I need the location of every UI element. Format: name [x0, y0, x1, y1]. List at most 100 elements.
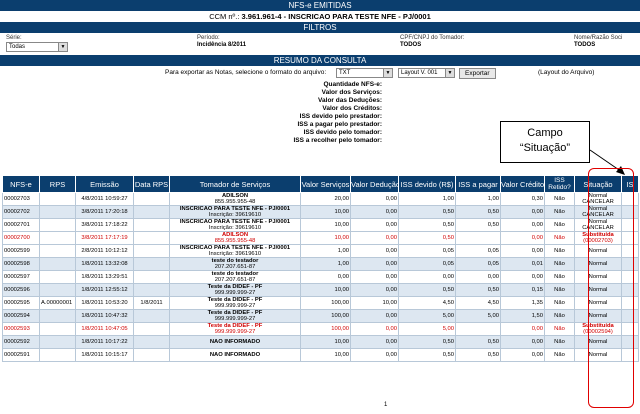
col-iss-pagar[interactable]: ISS a pagar: [455, 175, 501, 193]
col-iss-devido[interactable]: ISS devido (R$): [398, 175, 456, 193]
cell-tomador: Teste da DIDEF - PF 999.999.999-27: [169, 296, 301, 310]
cell-rps: [39, 270, 76, 284]
cell-iss-devido: 0,00: [398, 270, 456, 284]
summary-quantidade: Quantidade NFS-e:: [323, 81, 382, 88]
cancelar-link[interactable]: CANCELAR: [582, 212, 614, 218]
table-row[interactable]: 00002599 2/8/2011 10:12:12 INSCRICAO PARA …: [2, 244, 639, 258]
cancelar-link[interactable]: CANCELAR: [582, 199, 614, 205]
situacao-status: Normal: [588, 287, 608, 293]
cell-credito: 0,00: [500, 348, 545, 362]
situacao-status: Normal: [588, 206, 608, 213]
cell-rps: [39, 192, 76, 206]
table-row[interactable]: 00002591 1/8/2011 10:15:17 NAO INFORMADO 10…: [2, 348, 639, 362]
cell-is: [621, 309, 639, 323]
cell-valor: 10,00: [300, 231, 351, 245]
cancelar-link[interactable]: CANCELAR: [582, 225, 614, 231]
cell-nfse[interactable]: 00002593: [2, 322, 40, 336]
tomador-name: NAO INFORMADO: [209, 339, 261, 345]
cell-nfse[interactable]: 00002598: [2, 257, 40, 271]
table-row[interactable]: 00002598 1/8/2011 13:32:08 teste do testad…: [2, 257, 639, 271]
cpf-label: CPF/CNPJ do Tomador:: [400, 35, 465, 41]
cell-is: [621, 348, 639, 362]
periodo-label: Período:: [197, 35, 220, 41]
format-select[interactable]: TXT ▼: [336, 68, 393, 78]
situacao-status: Normal: [588, 300, 608, 306]
cell-nfse[interactable]: 00002599: [2, 244, 40, 258]
situacao-status: Normal: [588, 352, 608, 358]
cell-deducao: 0,00: [350, 192, 399, 206]
cell-nfse[interactable]: 00002702: [2, 205, 40, 219]
col-valor-credito[interactable]: Valor Crédito: [500, 175, 545, 193]
col-data-rps[interactable]: Data RPS: [133, 175, 170, 193]
table-row[interactable]: 00002594 1/8/2011 10:47:32 Teste da DIDEF …: [2, 309, 639, 323]
cell-emissao: 1/8/2011 10:17:22: [75, 335, 134, 349]
table-row[interactable]: 00002596 1/8/2011 12:55:12 Teste da DIDEF …: [2, 283, 639, 297]
col-tomador[interactable]: Tomador de Serviços: [169, 175, 301, 193]
chevron-down-icon: ▼: [58, 43, 67, 51]
table-row[interactable]: 00002593 1/8/2011 10:47:05 Teste da DIDEF …: [2, 322, 639, 336]
layout-select[interactable]: Layout V. 001 ▼: [398, 68, 455, 78]
table-row[interactable]: 00002703 4/8/2011 10:59:27 ADILSON 855.955.…: [2, 192, 639, 206]
cell-valor: 100,00: [300, 322, 351, 336]
table-row[interactable]: 00002595 A.00000001 1/8/2011 10:53:20 1/8/2…: [2, 296, 639, 310]
table-row[interactable]: 00002701 3/8/2011 17:18:22 INSCRICAO PARA …: [2, 218, 639, 232]
cell-tomador: Teste da DIDEF - PF 999.999.999-27: [169, 309, 301, 323]
col-valor-deducao[interactable]: Valor Dedução: [350, 175, 399, 193]
col-situacao[interactable]: Situação: [574, 175, 622, 193]
cell-iss-pagar: 0,50: [455, 335, 501, 349]
cell-valor: 1,00: [300, 244, 351, 258]
cell-retido: Não: [544, 283, 575, 297]
col-valor-servicos[interactable]: Valor Serviços: [300, 175, 351, 193]
situacao-status: Normal: [588, 219, 608, 226]
tomador-doc: 855.955.955-48: [214, 199, 256, 205]
table-row[interactable]: 00002592 1/8/2011 10:17:22 NAO INFORMADO 10…: [2, 335, 639, 349]
cell-nfse[interactable]: 00002700: [2, 231, 40, 245]
cell-tomador: NAO INFORMADO: [169, 348, 301, 362]
pager[interactable]: 1: [384, 402, 388, 408]
situacao-status: Normal: [588, 261, 608, 267]
cell-nfse[interactable]: 00002701: [2, 218, 40, 232]
situacao-callout: Campo “Situação”: [500, 121, 590, 163]
cell-nfse[interactable]: 00002596: [2, 283, 40, 297]
table-row[interactable]: 00002702 3/8/2011 17:20:18 INSCRICAO PARA …: [2, 205, 639, 219]
situacao-status: Normal: [588, 193, 608, 200]
cell-credito: 0,00: [500, 335, 545, 349]
cell-nfse[interactable]: 00002703: [2, 192, 40, 206]
tomador-doc: 855.955.955-48: [214, 238, 256, 244]
cell-deducao: 0,00: [350, 257, 399, 271]
cell-nfse[interactable]: 00002594: [2, 309, 40, 323]
tomador-name: Teste da DIDEF - PF: [207, 297, 263, 304]
cell-credito: 0,00: [500, 322, 545, 336]
cell-credito: 0,00: [500, 218, 545, 232]
table-row[interactable]: 00002700 3/8/2011 17:17:19 ADILSON 855.955.…: [2, 231, 639, 245]
cell-nfse[interactable]: 00002592: [2, 335, 40, 349]
layout-link[interactable]: (Layout do Arquivo): [538, 69, 595, 76]
summary-valor-deducoes: Valor das Deduções:: [318, 97, 382, 104]
cell-valor: 1,00: [300, 257, 351, 271]
serie-select[interactable]: Todas ▼: [6, 42, 68, 52]
table-row[interactable]: 00002597 1/8/2011 13:29:51 teste do testad…: [2, 270, 639, 284]
cell-emissao: 1/8/2011 12:55:12: [75, 283, 134, 297]
col-iss-retido[interactable]: ISS Retido?: [544, 175, 575, 193]
col-nfse[interactable]: NFS-e: [2, 175, 40, 193]
cell-iss-pagar: 0,50: [455, 218, 501, 232]
tomador-doc: Inscrição: 39619610: [208, 212, 262, 218]
cell-emissao: 1/8/2011 10:15:17: [75, 348, 134, 362]
cell-nfse[interactable]: 00002595: [2, 296, 40, 310]
col-rps[interactable]: RPS: [39, 175, 76, 193]
substituta-ref: (00002594): [583, 329, 613, 335]
cell-rps: [39, 335, 76, 349]
cell-tomador: INSCRICAO PARA TESTE NFE - PJ/0001 Inscri…: [169, 218, 301, 232]
situacao-status: Substituída: [582, 323, 614, 330]
table-header-row: NFS-e RPS Emissão Data RPS Tomador de Se…: [2, 175, 639, 193]
ccm-line: CCM nº.: 3.961.961-4 - INSCRICAO PARA TE…: [0, 11, 640, 22]
cell-nfse[interactable]: 00002597: [2, 270, 40, 284]
cell-is: [621, 257, 639, 271]
tomador-name: Teste da DIDEF - PF: [207, 310, 263, 317]
export-button[interactable]: Exportar: [459, 68, 496, 79]
cell-valor: 10,00: [300, 348, 351, 362]
situacao-status: Substituída: [582, 232, 614, 239]
cell-nfse[interactable]: 00002591: [2, 348, 40, 362]
cell-emissao: 1/8/2011 10:47:32: [75, 309, 134, 323]
col-emissao[interactable]: Emissão: [75, 175, 134, 193]
